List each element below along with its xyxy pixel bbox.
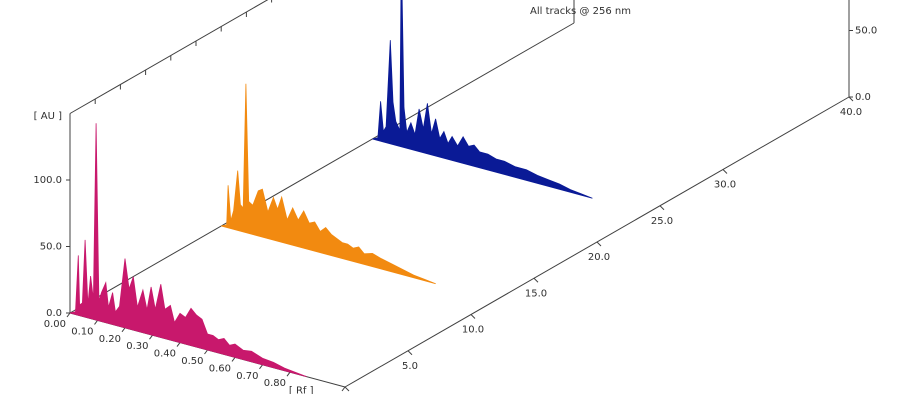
left-y-tick-label: 100.0 bbox=[33, 175, 62, 186]
right-y-tick-label: 0.0 bbox=[855, 92, 871, 103]
right-y-tick-label: 50.0 bbox=[855, 26, 877, 37]
tracks bbox=[69, 0, 593, 377]
track-series-1 bbox=[372, 0, 593, 199]
rf-tick bbox=[259, 364, 263, 370]
rf-tick bbox=[94, 320, 98, 325]
z-tick bbox=[722, 169, 728, 174]
z-tick-label: 40.0 bbox=[840, 107, 862, 118]
z-tick-label: 20.0 bbox=[588, 252, 610, 263]
chart-title: All tracks @ 256 nm bbox=[530, 6, 631, 17]
z-tick bbox=[470, 314, 476, 319]
z-tick-label: 5.0 bbox=[402, 361, 418, 372]
z-tick bbox=[596, 241, 602, 247]
rf-tick-label: 0.80 bbox=[264, 378, 286, 389]
base-depth-edge bbox=[69, 22, 575, 314]
rf-tick bbox=[231, 357, 236, 362]
z-tick-label: 25.0 bbox=[651, 216, 673, 227]
track-series-3 bbox=[69, 123, 307, 377]
rf-unit-label: [ Rf ] bbox=[289, 386, 314, 394]
rf-tick-label: 0.10 bbox=[71, 326, 93, 337]
rf-tick-label: 0.70 bbox=[236, 371, 258, 382]
track-series-2 bbox=[221, 83, 436, 285]
z-tick bbox=[407, 350, 413, 356]
rf-tick bbox=[66, 312, 71, 318]
z-tick-label: 15.0 bbox=[525, 288, 547, 299]
left-y-unit-label: [ AU ] bbox=[34, 111, 62, 122]
left-y-tick-label: 50.0 bbox=[40, 242, 62, 253]
z-tick bbox=[533, 277, 539, 283]
rf-tick bbox=[149, 334, 153, 340]
z-tick bbox=[659, 205, 665, 211]
z-tick-label: 30.0 bbox=[714, 180, 736, 191]
rf-tick bbox=[286, 371, 291, 377]
rf-tick bbox=[176, 342, 181, 347]
rf-tick-label: 0.50 bbox=[181, 356, 203, 367]
rf-tick-label: 0.30 bbox=[126, 341, 148, 352]
z-tick bbox=[848, 96, 854, 102]
rf-tick bbox=[341, 386, 346, 392]
rf-tick bbox=[121, 327, 126, 333]
rf-tick-label: 0.40 bbox=[154, 349, 176, 360]
rf-tick-label: 0.60 bbox=[209, 363, 231, 374]
z-tick-label: 10.0 bbox=[462, 325, 484, 336]
z-tick bbox=[344, 386, 350, 392]
rf-tick-label: 0.20 bbox=[99, 334, 121, 345]
rf-tick-label: 0.00 bbox=[44, 319, 66, 330]
rf-tick bbox=[204, 349, 208, 355]
top-depth-edge bbox=[69, 0, 269, 114]
left-y-tick-label: 0.0 bbox=[46, 308, 62, 319]
